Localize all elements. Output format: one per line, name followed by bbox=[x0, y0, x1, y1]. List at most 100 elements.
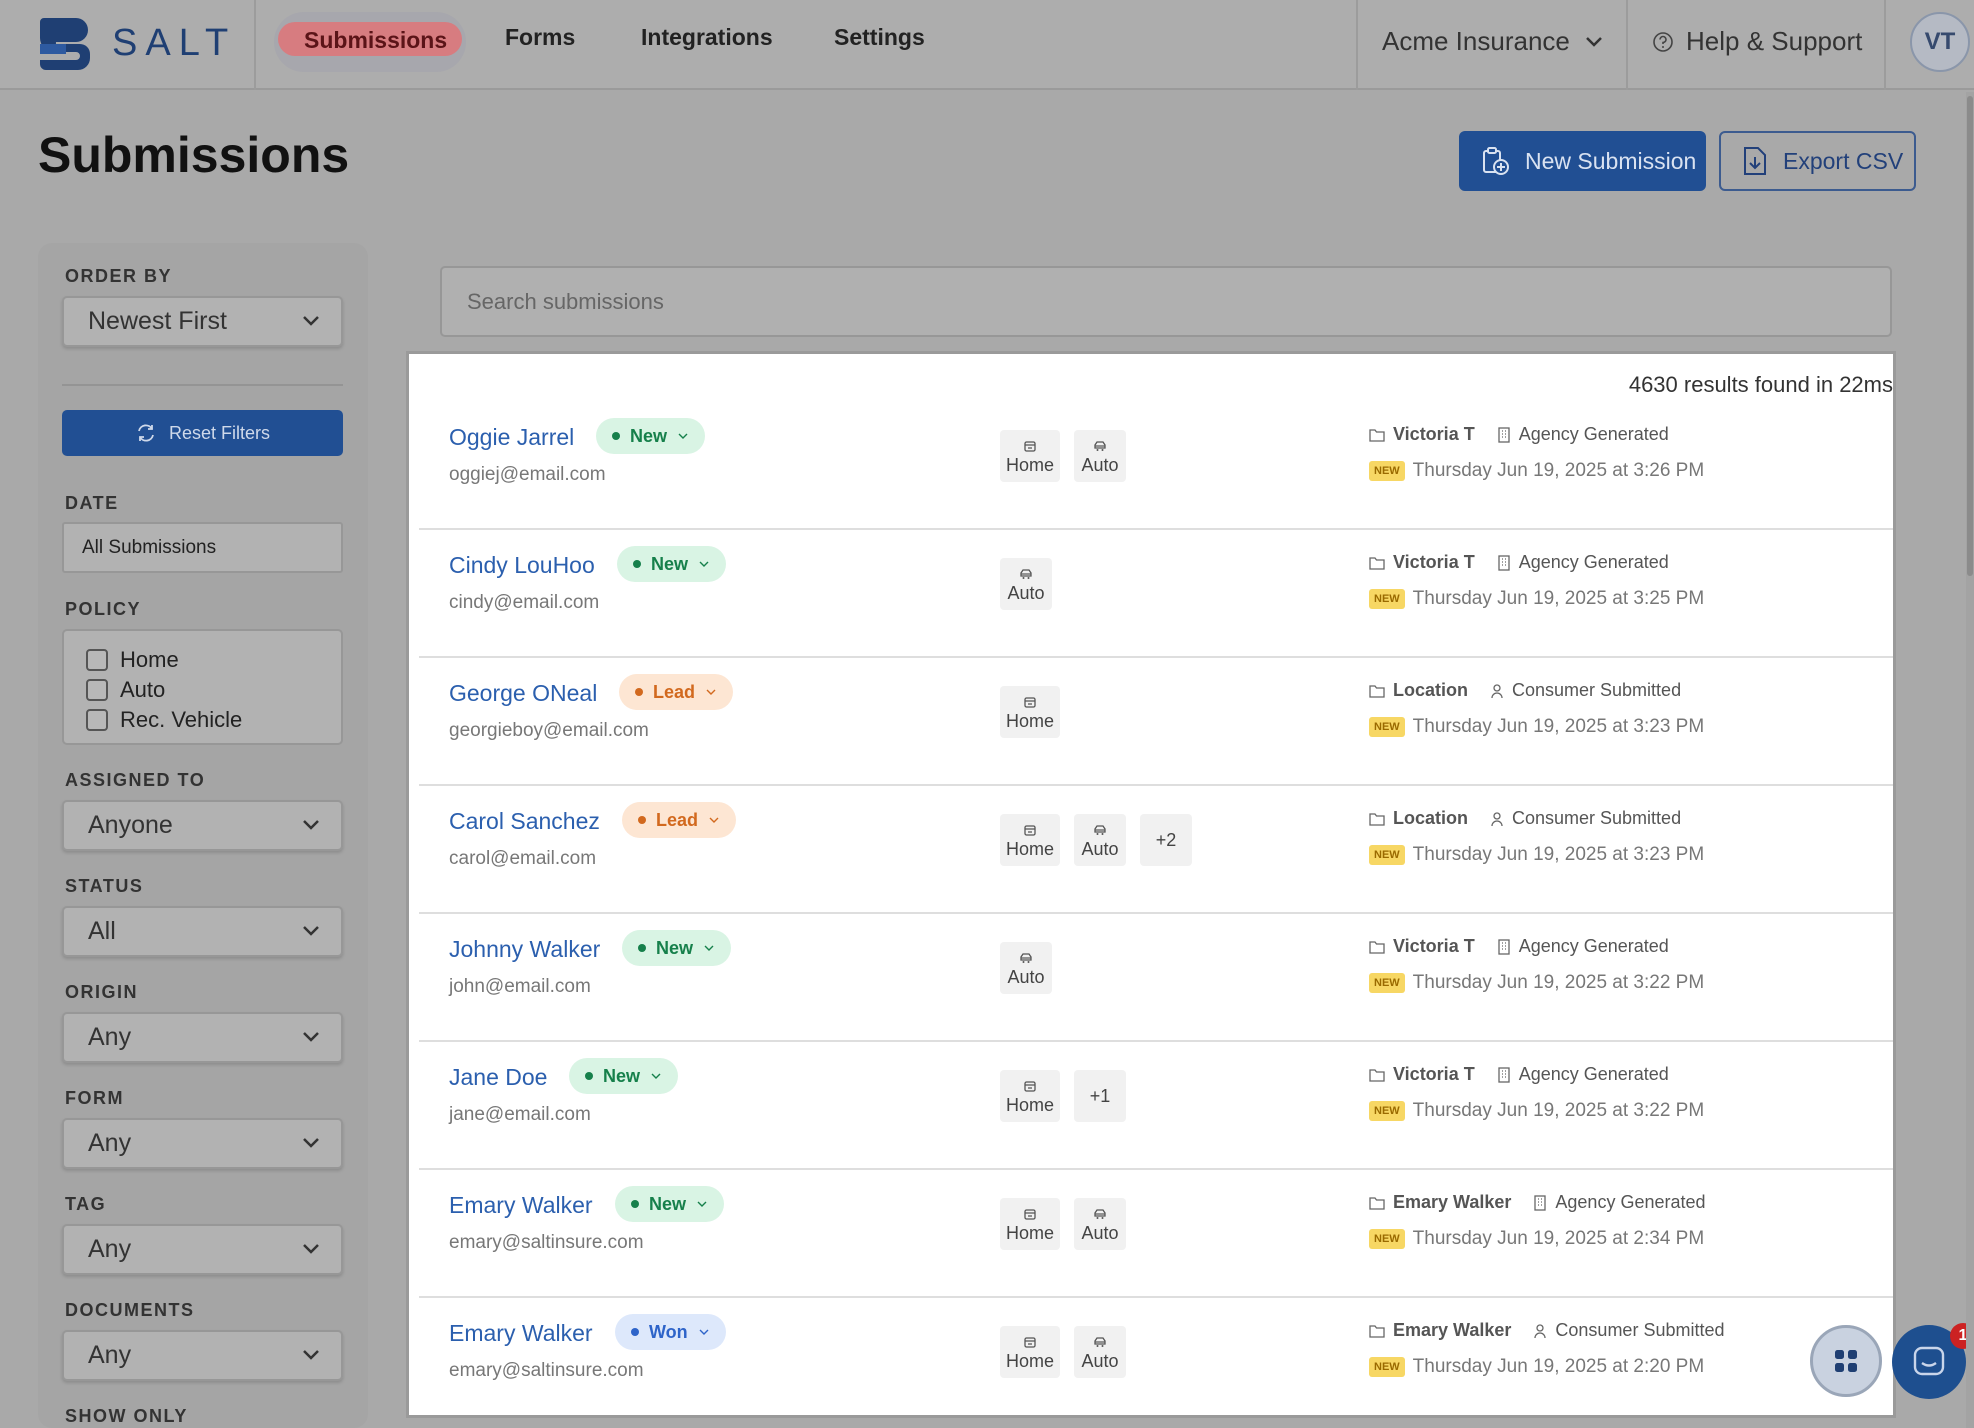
search-input[interactable]: Search submissions bbox=[440, 266, 1892, 337]
submission-name-link[interactable]: Emary Walker bbox=[449, 1192, 593, 1218]
status-badge[interactable]: New bbox=[569, 1058, 679, 1094]
submission-name-link[interactable]: Oggie Jarrel bbox=[449, 424, 575, 450]
help-icon bbox=[1653, 31, 1673, 52]
divider bbox=[62, 384, 343, 386]
submission-date-line: NEW Thursday Jun 19, 2025 at 3:22 PM bbox=[1369, 972, 1704, 994]
status-badge[interactable]: New bbox=[622, 930, 732, 966]
export-csv-button[interactable]: Export CSV bbox=[1719, 131, 1916, 191]
more-policies-chip[interactable]: +2 bbox=[1140, 814, 1193, 866]
submission-name-link[interactable]: Cindy LouHoo bbox=[449, 552, 595, 578]
table-row[interactable]: Cindy LouHoo New cindy@email.com Auto Vi… bbox=[419, 530, 1893, 658]
chevron-down-icon bbox=[303, 926, 319, 936]
submission-name-link[interactable]: Jane Doe bbox=[449, 1064, 548, 1090]
source-label: Consumer Submitted bbox=[1555, 1320, 1725, 1340]
reset-filters-label: Reset Filters bbox=[168, 422, 271, 443]
user-avatar[interactable]: VT bbox=[1910, 12, 1970, 72]
submission-meta: Location Consumer Submitted bbox=[1369, 680, 1681, 701]
policy-chip-auto: Auto bbox=[1000, 942, 1052, 994]
building-icon bbox=[1498, 1066, 1510, 1083]
submission-email: georgieboy@email.com bbox=[449, 720, 649, 741]
submission-email: john@email.com bbox=[449, 976, 591, 997]
nav-divider bbox=[1626, 0, 1628, 90]
assigned-to-label: ASSIGNED TO bbox=[65, 770, 206, 790]
submission-name-link[interactable]: Emary Walker bbox=[449, 1320, 593, 1346]
submission-name-link[interactable]: Carol Sanchez bbox=[449, 808, 600, 834]
table-row[interactable]: Oggie Jarrel New oggiej@email.com Home Au… bbox=[419, 402, 1893, 530]
chevron-down-icon bbox=[678, 433, 688, 439]
filter-sidebar: ORDER BY Newest First Reset Filters DATE… bbox=[38, 243, 368, 1428]
assigned-to-value: Anyone bbox=[88, 811, 173, 839]
policy-chip-label: Home bbox=[1006, 1222, 1055, 1243]
tag-select[interactable]: Any bbox=[62, 1224, 343, 1275]
brand-logo[interactable]: SALT bbox=[36, 14, 236, 72]
documents-select[interactable]: Any bbox=[62, 1330, 343, 1381]
chevron-down-icon bbox=[303, 1138, 319, 1148]
checkbox[interactable] bbox=[86, 679, 108, 701]
submission-name-link[interactable]: George ONeal bbox=[449, 680, 598, 706]
table-row[interactable]: Carol Sanchez Lead carol@email.com Home A… bbox=[419, 786, 1893, 914]
order-by-select[interactable]: Newest First bbox=[62, 296, 343, 347]
policy-option-auto[interactable]: Auto bbox=[86, 675, 341, 705]
building-icon bbox=[1498, 554, 1510, 571]
form-select[interactable]: Any bbox=[62, 1118, 343, 1169]
chevron-down-icon bbox=[303, 316, 319, 326]
car-icon bbox=[1094, 440, 1106, 451]
checkbox[interactable] bbox=[86, 649, 108, 671]
policy-option-rec-vehicle[interactable]: Rec. Vehicle bbox=[86, 705, 341, 735]
policy-checkbox-group: Home Auto Rec. Vehicle bbox=[62, 629, 343, 745]
source-label: Agency Generated bbox=[1518, 1064, 1669, 1084]
assigned-to-select[interactable]: Anyone bbox=[62, 800, 343, 851]
table-row[interactable]: George ONeal Lead georgieboy@email.com H… bbox=[419, 658, 1893, 786]
documents-label: DOCUMENTS bbox=[65, 1300, 195, 1320]
new-file-icon bbox=[1483, 147, 1509, 175]
status-dot bbox=[612, 432, 620, 440]
table-row[interactable]: Emary Walker Won emary@saltinsure.com Ho… bbox=[419, 1298, 1893, 1415]
more-policies-chip[interactable]: +1 bbox=[1074, 1070, 1127, 1122]
source-label: Consumer Submitted bbox=[1512, 808, 1682, 828]
tab-settings[interactable]: Settings bbox=[834, 24, 925, 50]
policy-chips: Home bbox=[1000, 686, 1061, 738]
new-tag: NEW bbox=[1369, 461, 1405, 481]
status-badge[interactable]: Won bbox=[615, 1314, 726, 1350]
home-icon bbox=[1024, 1208, 1036, 1220]
new-tag: NEW bbox=[1369, 1229, 1405, 1249]
status-badge[interactable]: New bbox=[596, 418, 706, 454]
submission-date: Thursday Jun 19, 2025 at 3:22 PM bbox=[1412, 972, 1705, 993]
table-row[interactable]: Emary Walker New emary@saltinsure.com Ho… bbox=[419, 1170, 1893, 1298]
org-switcher[interactable]: Acme Insurance bbox=[1382, 26, 1604, 57]
status-badge[interactable]: Lead bbox=[622, 802, 737, 838]
scrollbar-thumb[interactable] bbox=[1967, 96, 1973, 576]
chevron-down-icon bbox=[303, 820, 319, 830]
person-icon bbox=[1491, 811, 1503, 826]
page-title: Submissions bbox=[38, 127, 350, 183]
status-badge[interactable]: New bbox=[617, 546, 727, 582]
page-scrollbar[interactable] bbox=[1966, 92, 1974, 1428]
tab-submissions[interactable]: Submissions bbox=[274, 12, 466, 72]
apps-menu-button[interactable] bbox=[1810, 1325, 1882, 1397]
origin-label: ORIGIN bbox=[65, 982, 139, 1002]
policy-chip-home: Home bbox=[1000, 686, 1061, 738]
owner-label: Victoria T bbox=[1393, 1064, 1475, 1084]
reset-filters-button[interactable]: Reset Filters bbox=[62, 410, 343, 456]
table-row[interactable]: Johnny Walker New john@email.com Auto Vi… bbox=[419, 914, 1893, 1042]
results-panel: 4630 results found in 22ms Oggie Jarrel … bbox=[406, 351, 1896, 1418]
date-filter-input[interactable]: All Submissions bbox=[62, 522, 343, 573]
help-support-link[interactable]: Help & Support bbox=[1652, 26, 1862, 57]
table-row[interactable]: Jane Doe New jane@email.com Home +1 Victo… bbox=[419, 1042, 1893, 1170]
top-nav: SALT Submissions Forms Integrations Sett… bbox=[0, 0, 1974, 90]
status-badge[interactable]: New bbox=[615, 1186, 725, 1222]
origin-select[interactable]: Any bbox=[62, 1012, 343, 1063]
new-submission-button[interactable]: New Submission bbox=[1459, 131, 1706, 191]
owner-label: Location bbox=[1393, 680, 1468, 700]
chevron-down-icon bbox=[709, 817, 719, 823]
submission-name-link[interactable]: Johnny Walker bbox=[449, 936, 601, 962]
status-select[interactable]: All bbox=[62, 906, 343, 957]
source-label: Agency Generated bbox=[1518, 936, 1669, 956]
submission-meta: Victoria T Agency Generated bbox=[1369, 1064, 1669, 1085]
tab-forms[interactable]: Forms bbox=[505, 24, 576, 50]
owner-label: Victoria T bbox=[1393, 552, 1475, 572]
status-badge[interactable]: Lead bbox=[619, 674, 734, 710]
tab-integrations[interactable]: Integrations bbox=[641, 24, 773, 50]
policy-option-home[interactable]: Home bbox=[86, 645, 341, 675]
checkbox[interactable] bbox=[86, 709, 108, 731]
